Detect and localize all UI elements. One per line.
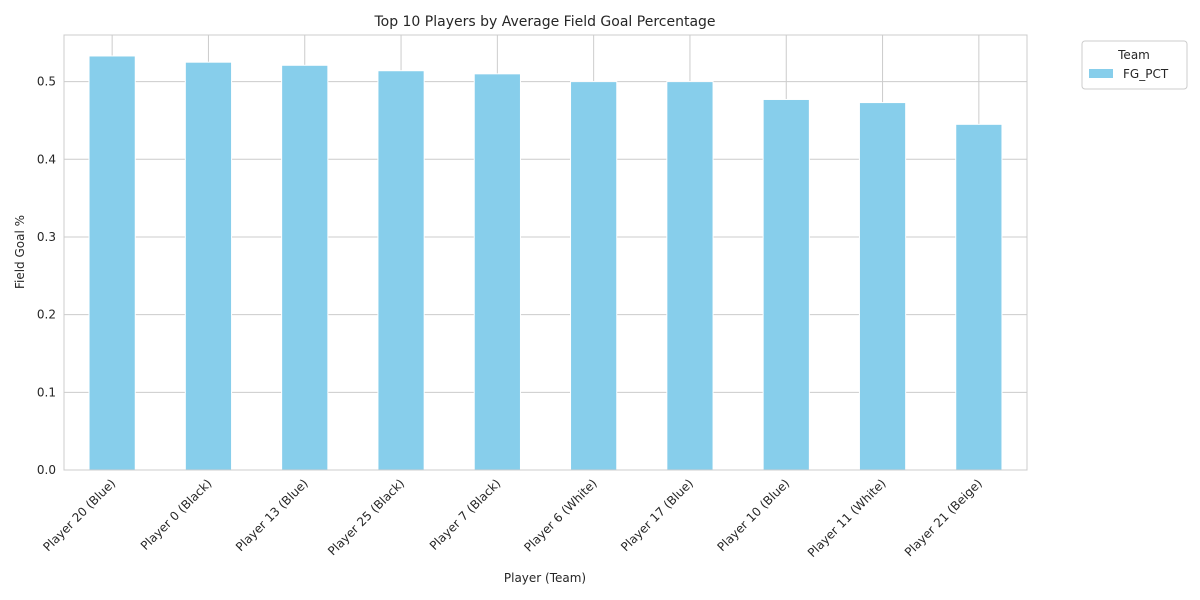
legend: Team FG_PCT <box>1081 40 1188 90</box>
x-tick-label: Player 11 (White) <box>805 476 889 560</box>
x-tick-label: Player 13 (Blue) <box>233 476 311 554</box>
x-tick-label: Player 21 (Beige) <box>902 476 985 559</box>
x-axis-label: Player (Team) <box>504 571 586 585</box>
y-tick-label: 0.1 <box>37 385 56 399</box>
x-tick-label: Player 20 (Blue) <box>40 476 118 554</box>
bar <box>184 61 233 471</box>
x-tick-label: Player 17 (Blue) <box>618 476 696 554</box>
x-tick-label: Player 7 (Black) <box>427 476 504 553</box>
y-axis-ticks: 0.0 0.1 0.2 0.3 0.4 0.5 <box>37 75 56 477</box>
bar <box>955 123 1003 471</box>
bar <box>377 70 425 471</box>
x-axis-ticks: Player 20 (Blue) Player 0 (Black) Player 1… <box>40 476 985 560</box>
x-tick-label: Player 25 (Black) <box>325 476 407 558</box>
bar <box>762 98 810 471</box>
bar <box>666 81 714 471</box>
x-tick-label: Player 0 (Black) <box>138 476 215 553</box>
plot-frame <box>63 34 1028 471</box>
y-tick-label: 0.4 <box>37 152 56 166</box>
bar <box>281 64 329 471</box>
y-tick-label: 0.5 <box>37 75 56 89</box>
y-axis-label: Field Goal % <box>13 215 27 289</box>
legend-swatch <box>1089 69 1113 78</box>
legend-title: Team <box>1117 48 1150 62</box>
chart-title: Top 10 Players by Average Field Goal Per… <box>373 14 715 30</box>
legend-entry-fg-pct: FG_PCT <box>1123 67 1169 81</box>
x-tick-label: Player 6 (White) <box>521 476 599 554</box>
y-tick-label: 0.2 <box>37 308 56 322</box>
y-tick-label: 0.0 <box>37 463 56 477</box>
bar <box>88 55 136 471</box>
bar <box>473 73 521 471</box>
bar <box>858 102 907 471</box>
y-tick-label: 0.3 <box>37 230 56 244</box>
bar <box>570 81 618 471</box>
x-tick-label: Player 10 (Blue) <box>714 476 792 554</box>
bars <box>88 55 1003 471</box>
